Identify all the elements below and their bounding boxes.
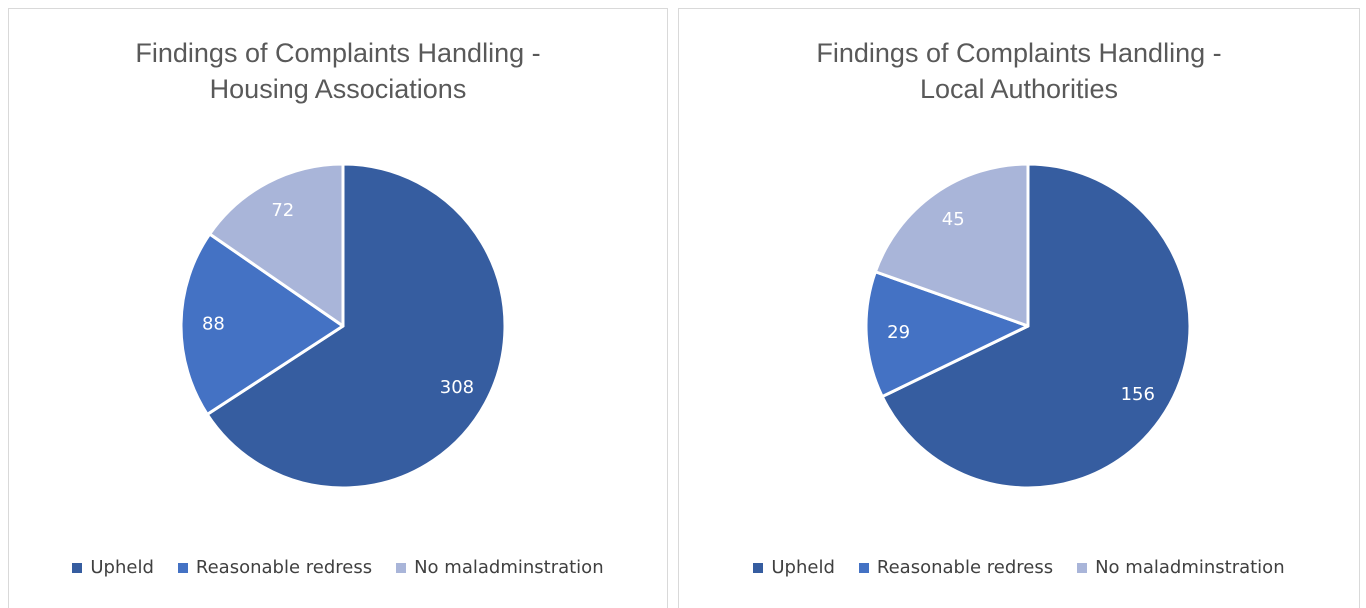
legend-swatch — [396, 562, 407, 573]
legend-swatch — [177, 562, 188, 573]
legend-label: Reasonable redress — [876, 557, 1054, 578]
data-label: 156 — [1121, 384, 1155, 405]
legend-item: No maladminstration — [396, 557, 604, 578]
legend: Upheld Reasonable redress No maladminstrat… — [679, 557, 1359, 578]
pie-slice — [179, 232, 345, 416]
data-label: 88 — [202, 313, 225, 334]
pie-slice — [873, 162, 1030, 328]
legend-swatch — [72, 562, 83, 573]
data-label: 45 — [942, 209, 965, 230]
pie-slice — [208, 162, 345, 328]
legend-item: Reasonable redress — [177, 557, 373, 578]
legend-label: No maladminstration — [1095, 557, 1285, 578]
legend-swatch — [753, 562, 764, 573]
legend-swatch — [1077, 562, 1088, 573]
legend-label: Upheld — [771, 557, 835, 578]
legend-label: Reasonable redress — [195, 557, 373, 578]
legend-swatch — [858, 562, 869, 573]
data-label: 72 — [271, 200, 294, 221]
legend-label: No maladminstration — [414, 557, 604, 578]
pie-slice — [205, 162, 507, 490]
data-label: 29 — [887, 322, 910, 343]
chart-title: Findings of Complaints Handling - Local … — [816, 38, 1222, 104]
legend: Upheld Reasonable redress No maladminstrat… — [9, 557, 667, 578]
pie-slice — [880, 162, 1192, 490]
pie-chart: 156 29 45 — [864, 162, 1192, 490]
pie-chart: 308 88 72 — [179, 162, 507, 490]
pie-slice — [864, 270, 1030, 399]
chart-panel: 308 88 72 Findings of Complaints Handling -… — [8, 8, 668, 608]
legend-item: Reasonable redress — [858, 557, 1054, 578]
chart-title: Findings of Complaints Handling - Housin… — [135, 38, 541, 104]
legend-label: Upheld — [90, 557, 154, 578]
chart-panel: 156 29 45 Findings of Complaints Handling -… — [678, 8, 1360, 608]
legend-item: No maladminstration — [1077, 557, 1285, 578]
data-label: 308 — [440, 377, 474, 398]
legend-item: Upheld — [72, 557, 154, 578]
legend-item: Upheld — [753, 557, 835, 578]
